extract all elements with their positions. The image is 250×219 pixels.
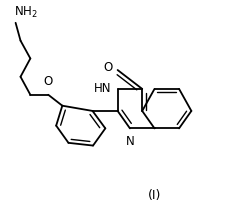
Text: O: O [44, 76, 53, 88]
Text: HN: HN [94, 82, 112, 95]
Text: NH$_2$: NH$_2$ [14, 5, 38, 20]
Text: N: N [126, 135, 134, 148]
Text: O: O [104, 61, 113, 74]
Text: (I): (I) [148, 189, 161, 202]
